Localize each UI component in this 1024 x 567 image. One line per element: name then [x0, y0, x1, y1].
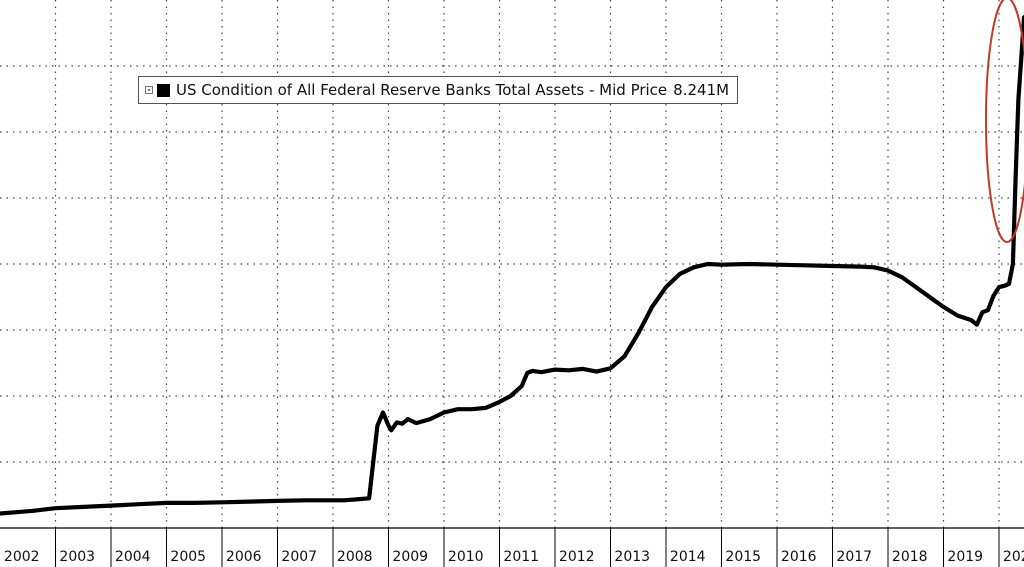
- x-tick-label: 2009: [392, 549, 428, 565]
- series-line: [0, 15, 1024, 516]
- x-tick-label: 2004: [115, 549, 151, 565]
- x-tick-label: 2011: [503, 549, 539, 565]
- x-axis-tick-labels: 2002 2003 2004 2005 2006 2007 2008 2009 2010 2011…: [4, 549, 1024, 565]
- x-tick-label: 2020: [1003, 549, 1024, 565]
- x-tick-label: 2002: [4, 549, 40, 565]
- legend-toggle-icon[interactable]: [145, 86, 153, 94]
- legend-last-value: 8.241M: [673, 81, 730, 99]
- x-tick-label: 2010: [448, 549, 484, 565]
- legend-swatch: [157, 83, 170, 97]
- x-axis-ticks: [55, 528, 1000, 567]
- x-tick-label: 2013: [614, 549, 650, 565]
- legend-series-name: US Condition of All Federal Reserve Bank…: [176, 81, 668, 99]
- x-tick-label: 2005: [170, 549, 206, 565]
- x-tick-label: 2017: [836, 549, 872, 565]
- x-tick-label: 2014: [670, 549, 706, 565]
- x-tick-label: 2008: [337, 549, 373, 565]
- x-tick-label: 2018: [892, 549, 928, 565]
- x-tick-label: 2015: [725, 549, 761, 565]
- x-tick-label: 2012: [559, 549, 595, 565]
- legend: US Condition of All Federal Reserve Bank…: [138, 76, 739, 104]
- x-tick-label: 2007: [281, 549, 317, 565]
- x-tick-label: 2003: [59, 549, 95, 565]
- x-tick-label: 2006: [226, 549, 262, 565]
- x-tick-label: 2016: [781, 549, 817, 565]
- x-tick-label: 2019: [947, 549, 983, 565]
- highlight-ellipse: [985, 0, 1024, 243]
